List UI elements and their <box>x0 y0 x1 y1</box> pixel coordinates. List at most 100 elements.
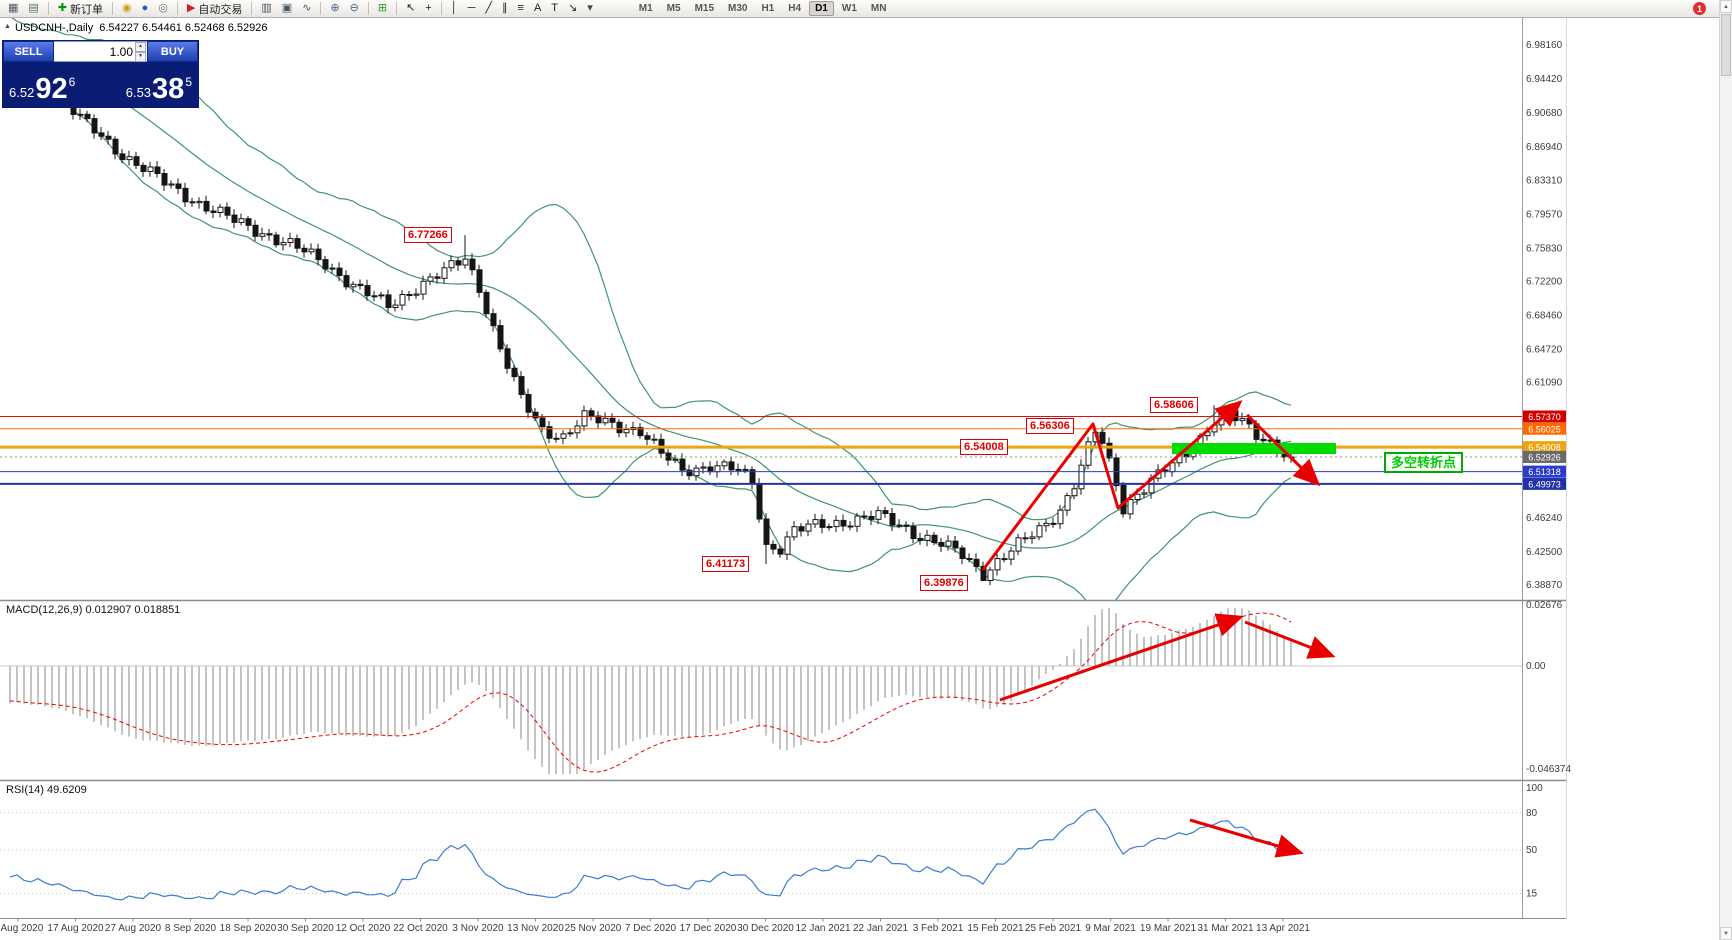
price-axis-tag <box>1523 450 1566 463</box>
svg-text:6.83310: 6.83310 <box>1526 175 1563 186</box>
objects-dropdown-button[interactable]: ▾ <box>583 0 597 17</box>
volume-down-button[interactable]: ▼ <box>135 51 146 62</box>
price-callout[interactable]: 6.41173 <box>702 556 750 572</box>
svg-text:6.75830: 6.75830 <box>1526 243 1563 254</box>
bar-chart-button[interactable]: ▥ <box>257 0 275 17</box>
svg-text:22 Jan 2021: 22 Jan 2021 <box>853 923 908 934</box>
price-callout[interactable]: 6.39876 <box>920 575 968 591</box>
scrollbar-thumb[interactable] <box>1721 14 1731 76</box>
svg-text:6.54008: 6.54008 <box>1528 443 1561 453</box>
price-callout[interactable]: 6.58606 <box>1150 397 1198 413</box>
timeframe-h4-button[interactable]: H4 <box>788 3 802 14</box>
objects-dropdown-icon: ▾ <box>587 2 593 14</box>
zoom-out-button[interactable]: ⊖ <box>346 0 363 17</box>
timeframe-m15-button[interactable]: M15 <box>694 3 715 14</box>
chart-collapse-toggle[interactable]: ▲ <box>4 23 11 30</box>
timeframe-d1-button[interactable]: D1 <box>809 1 834 16</box>
volume-input[interactable]: 1.00 ▲ ▼ <box>54 41 147 62</box>
timeframe-w1-button[interactable]: W1 <box>841 3 857 14</box>
fibonacci-button[interactable]: ≡ <box>514 0 528 17</box>
timeframe-h1-button[interactable]: H1 <box>761 3 775 14</box>
cursor-button[interactable]: ↖ <box>402 0 419 17</box>
chart-profiles-button[interactable]: ▤ <box>24 0 42 17</box>
crosshair-icon: + <box>425 2 432 14</box>
svg-text:80: 80 <box>1526 808 1538 819</box>
timeframe-m1-button[interactable]: M1 <box>638 3 653 14</box>
toolbar-separator <box>176 2 178 15</box>
svg-text:9 Mar 2021: 9 Mar 2021 <box>1085 923 1136 934</box>
svg-text:25 Feb 2021: 25 Feb 2021 <box>1025 923 1082 934</box>
svg-text:6.61090: 6.61090 <box>1526 378 1563 389</box>
svg-text:3 Feb 2021: 3 Feb 2021 <box>913 923 964 934</box>
toolbar-separator <box>367 2 369 15</box>
cursor-icon: ↖ <box>406 2 416 14</box>
compass-icon: ◉ <box>122 2 132 14</box>
notification-badge[interactable]: 1 <box>1693 2 1706 15</box>
turning-point-note[interactable]: 多空转折点 <box>1384 452 1464 473</box>
trend-arrow-object[interactable] <box>1189 818 1304 858</box>
price-axis-tag <box>1523 441 1566 454</box>
svg-text:27 Aug 2020: 27 Aug 2020 <box>105 923 162 934</box>
macd-pane-label: MACD(12,26,9) 0.012907 0.018851 <box>6 604 180 616</box>
trend-arrow-object[interactable] <box>1244 620 1336 659</box>
vertical-line-button[interactable]: │ <box>447 0 462 17</box>
svg-text:17 Aug 2020: 17 Aug 2020 <box>47 923 104 934</box>
price-axis-tag <box>1523 465 1566 478</box>
scroll-down-button[interactable]: ▼ <box>1720 927 1732 940</box>
svg-text:15 Feb 2021: 15 Feb 2021 <box>967 923 1024 934</box>
svg-text:5 Aug 2020: 5 Aug 2020 <box>0 923 44 934</box>
trend-arrow-object[interactable] <box>1245 413 1321 487</box>
svg-text:6.56025: 6.56025 <box>1528 424 1561 434</box>
toolbar-separator <box>320 2 322 15</box>
trend-arrow-object[interactable] <box>981 400 1243 571</box>
svg-text:30 Sep 2020: 30 Sep 2020 <box>277 923 334 934</box>
one-click-trading-panel: SELL 1.00 ▲ ▼ BUY 6.52 92 6 6.53 38 5 <box>2 40 199 108</box>
horizontal-line-button[interactable]: ─ <box>464 0 480 17</box>
equidistant-channel-button[interactable]: ∥ <box>498 0 512 17</box>
trendline-button[interactable]: ╱ <box>481 0 496 17</box>
text-label-button[interactable]: T <box>547 0 562 17</box>
new-order-button[interactable]: ✚ 新订单 <box>54 0 107 17</box>
rectangle-object[interactable] <box>1172 443 1336 454</box>
timeframe-mn-button[interactable]: MN <box>870 3 887 14</box>
scroll-up-button[interactable]: ▲ <box>1720 0 1732 13</box>
sounds-button[interactable]: ◎ <box>154 0 172 17</box>
sell-button[interactable]: SELL <box>3 41 54 62</box>
svg-text:13 Apr 2021: 13 Apr 2021 <box>1256 923 1310 934</box>
auto-trading-icon: ▶ <box>186 2 196 14</box>
svg-text:0.02676: 0.02676 <box>1526 600 1563 611</box>
vertical-line-icon: │ <box>450 2 458 14</box>
svg-text:13 Nov 2020: 13 Nov 2020 <box>507 923 564 934</box>
zoom-in-button[interactable]: ⊕ <box>326 0 343 17</box>
auto-trading-button[interactable]: ▶ 自动交易 <box>183 0 246 17</box>
compass-button[interactable]: ◉ <box>118 0 136 17</box>
crosshair-button[interactable]: + <box>421 0 435 17</box>
line-chart-button[interactable]: ∿ <box>298 0 315 17</box>
sounds-icon: ◎ <box>158 2 168 14</box>
volume-up-button[interactable]: ▲ <box>135 41 146 52</box>
vertical-scrollbar[interactable]: ▲ ▼ <box>1719 0 1732 940</box>
price-callout[interactable]: 6.56306 <box>1026 418 1074 434</box>
trend-arrow-object[interactable] <box>999 613 1244 702</box>
svg-text:6.68460: 6.68460 <box>1526 311 1563 322</box>
svg-text:6.57370: 6.57370 <box>1528 412 1561 422</box>
buy-price-button[interactable]: 6.53 38 5 <box>126 75 192 104</box>
timeframe-m30-button[interactable]: M30 <box>728 3 748 14</box>
tile-windows-button[interactable]: ⊞ <box>374 0 391 17</box>
svg-text:6.86940: 6.86940 <box>1526 142 1563 153</box>
price-callout[interactable]: 6.54008 <box>960 439 1008 455</box>
text-button[interactable]: A <box>530 0 545 17</box>
timeframe-m5-button[interactable]: M5 <box>666 3 681 14</box>
svg-text:6.94420: 6.94420 <box>1526 74 1563 85</box>
svg-text:6.98160: 6.98160 <box>1526 40 1563 51</box>
arrows-tool-button[interactable]: ↘ <box>564 0 581 17</box>
candle-chart-button[interactable]: ▣ <box>278 0 296 17</box>
toolbar-separator <box>112 2 114 15</box>
new-chart-button[interactable]: ▦ <box>4 0 22 17</box>
price-callout[interactable]: 6.77266 <box>404 227 452 243</box>
svg-text:18 Sep 2020: 18 Sep 2020 <box>220 923 277 934</box>
community-button[interactable]: ● <box>138 0 153 17</box>
sell-price-button[interactable]: 6.52 92 6 <box>9 75 75 104</box>
buy-button[interactable]: BUY <box>147 41 198 62</box>
